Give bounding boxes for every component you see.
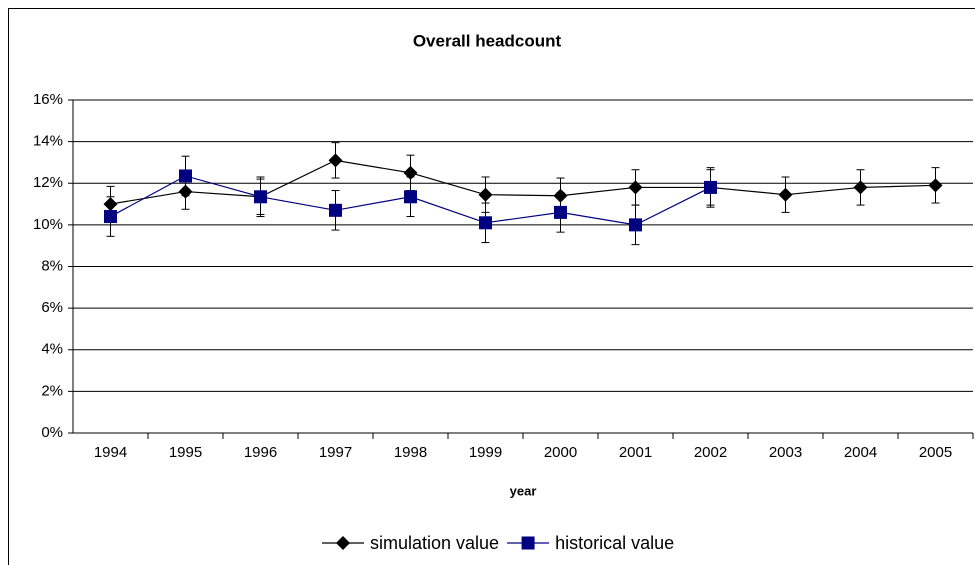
series-line (110, 159, 936, 205)
x-tick-label: 1996 (244, 444, 277, 461)
marker (179, 169, 192, 183)
x-tick-label: 1994 (94, 444, 127, 461)
y-tick-label: 4% (41, 341, 63, 358)
chart-frame (8, 8, 975, 565)
marker (629, 218, 642, 232)
x-tick-label: 1995 (169, 444, 202, 461)
marker (404, 190, 417, 204)
x-tick-label: 1999 (469, 444, 502, 461)
y-tick-label: 10% (33, 216, 63, 233)
marker (778, 187, 793, 202)
x-tick-label: 2005 (919, 444, 952, 461)
y-tick-label: 8% (41, 257, 63, 274)
marker (103, 197, 118, 212)
x-tick-label: 2002 (694, 444, 727, 461)
legend-label: historical value (555, 533, 674, 553)
marker (329, 203, 342, 217)
x-tick-label: 2004 (844, 444, 877, 461)
legend-label: simulation value (370, 533, 499, 553)
marker (553, 188, 568, 203)
x-tick-label: 2003 (769, 444, 802, 461)
marker (336, 536, 350, 550)
x-tick-label: 2001 (619, 444, 652, 461)
y-tick-label: 12% (33, 174, 63, 191)
marker (554, 205, 567, 219)
marker (254, 190, 267, 204)
x-axis-label: year (510, 483, 537, 498)
marker (178, 184, 193, 199)
marker (521, 536, 535, 550)
marker (403, 165, 418, 180)
marker (104, 210, 117, 224)
marker (928, 178, 943, 193)
x-tick-label: 2000 (544, 444, 577, 461)
marker (704, 180, 717, 194)
marker (328, 153, 343, 168)
y-tick-label: 2% (41, 382, 63, 399)
marker (479, 216, 492, 230)
marker (853, 180, 868, 195)
marker (628, 180, 643, 195)
y-tick-label: 16% (33, 91, 63, 108)
y-tick-label: 6% (41, 299, 63, 316)
chart-title: Overall headcount (413, 31, 562, 50)
marker (478, 187, 493, 202)
x-tick-label: 1998 (394, 444, 427, 461)
y-tick-label: 0% (41, 424, 63, 441)
x-tick-label: 1997 (319, 444, 352, 461)
y-tick-label: 14% (33, 133, 63, 150)
